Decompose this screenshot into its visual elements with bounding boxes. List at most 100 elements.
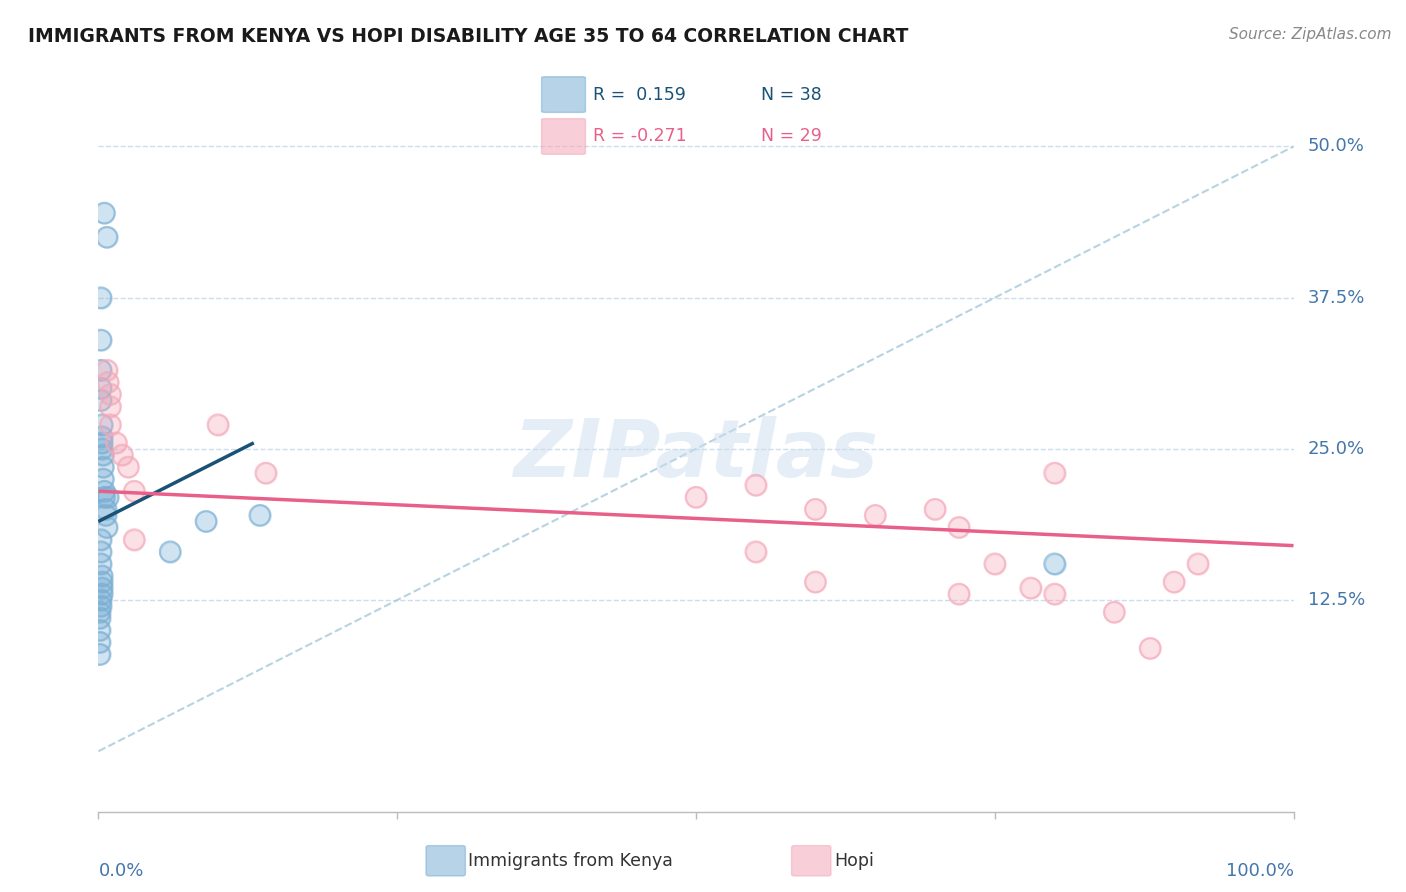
- Point: [249, 508, 271, 523]
- Point: [96, 520, 118, 534]
- Point: [1102, 605, 1125, 619]
- Text: R =  0.159: R = 0.159: [593, 86, 686, 103]
- Point: [91, 460, 114, 475]
- Point: [89, 611, 111, 625]
- Point: [90, 557, 112, 571]
- Text: Immigrants from Kenya: Immigrants from Kenya: [468, 852, 673, 870]
- Point: [90, 333, 112, 347]
- Point: [863, 508, 886, 523]
- Point: [90, 533, 112, 547]
- Point: [89, 635, 111, 649]
- Text: N = 38: N = 38: [761, 86, 821, 103]
- Point: [91, 417, 114, 432]
- Point: [1043, 466, 1066, 480]
- Point: [90, 544, 112, 558]
- Point: [91, 442, 114, 456]
- Point: [96, 520, 118, 534]
- Point: [745, 544, 768, 558]
- Point: [90, 599, 112, 613]
- Point: [1187, 557, 1209, 571]
- Point: [90, 381, 112, 395]
- Point: [91, 430, 114, 444]
- Point: [91, 581, 114, 595]
- Point: [89, 605, 111, 619]
- Point: [194, 515, 217, 529]
- Point: [96, 363, 118, 377]
- Point: [91, 587, 114, 601]
- Point: [1187, 557, 1209, 571]
- Point: [91, 430, 114, 444]
- Point: [91, 581, 114, 595]
- Point: [1139, 641, 1161, 656]
- Point: [98, 417, 122, 432]
- Point: [685, 490, 707, 504]
- Point: [983, 557, 1005, 571]
- Point: [983, 557, 1005, 571]
- FancyBboxPatch shape: [541, 77, 585, 112]
- Point: [93, 206, 115, 220]
- Point: [89, 605, 111, 619]
- Point: [804, 502, 827, 516]
- Point: [93, 484, 115, 499]
- Point: [89, 648, 111, 662]
- Point: [1043, 587, 1066, 601]
- Text: 0.0%: 0.0%: [98, 862, 143, 880]
- Text: Hopi: Hopi: [834, 852, 873, 870]
- Point: [94, 508, 117, 523]
- Point: [1043, 557, 1066, 571]
- Point: [89, 624, 111, 638]
- Point: [91, 569, 114, 583]
- Point: [1139, 641, 1161, 656]
- Point: [159, 544, 181, 558]
- Point: [948, 587, 970, 601]
- Point: [97, 376, 120, 390]
- Point: [97, 376, 120, 390]
- Point: [804, 574, 827, 589]
- Point: [91, 574, 114, 589]
- Point: [93, 484, 115, 499]
- Point: [124, 533, 146, 547]
- Point: [804, 574, 827, 589]
- Point: [1163, 574, 1185, 589]
- Point: [249, 508, 271, 523]
- Text: 100.0%: 100.0%: [1226, 862, 1294, 880]
- Point: [91, 417, 114, 432]
- Point: [89, 611, 111, 625]
- Point: [1019, 581, 1042, 595]
- Point: [105, 435, 128, 450]
- Point: [93, 206, 115, 220]
- Point: [91, 472, 114, 486]
- Point: [90, 393, 112, 408]
- Point: [124, 533, 146, 547]
- Point: [98, 400, 122, 414]
- Point: [124, 484, 146, 499]
- Point: [94, 508, 117, 523]
- Point: [98, 400, 122, 414]
- Point: [96, 363, 118, 377]
- Text: 37.5%: 37.5%: [1308, 289, 1365, 307]
- Point: [89, 635, 111, 649]
- Point: [1019, 581, 1042, 595]
- Point: [1043, 557, 1066, 571]
- Point: [91, 460, 114, 475]
- Point: [745, 478, 768, 492]
- Point: [159, 544, 181, 558]
- Point: [804, 502, 827, 516]
- Point: [98, 387, 122, 401]
- Point: [685, 490, 707, 504]
- Point: [94, 502, 117, 516]
- Point: [91, 442, 114, 456]
- Point: [91, 448, 114, 462]
- Text: R = -0.271: R = -0.271: [593, 128, 686, 145]
- Point: [91, 472, 114, 486]
- Point: [90, 533, 112, 547]
- Point: [89, 624, 111, 638]
- Point: [207, 417, 229, 432]
- Text: Source: ZipAtlas.com: Source: ZipAtlas.com: [1229, 27, 1392, 42]
- Point: [91, 574, 114, 589]
- Point: [90, 393, 112, 408]
- Point: [91, 435, 114, 450]
- Point: [948, 587, 970, 601]
- Point: [90, 291, 112, 305]
- Point: [90, 363, 112, 377]
